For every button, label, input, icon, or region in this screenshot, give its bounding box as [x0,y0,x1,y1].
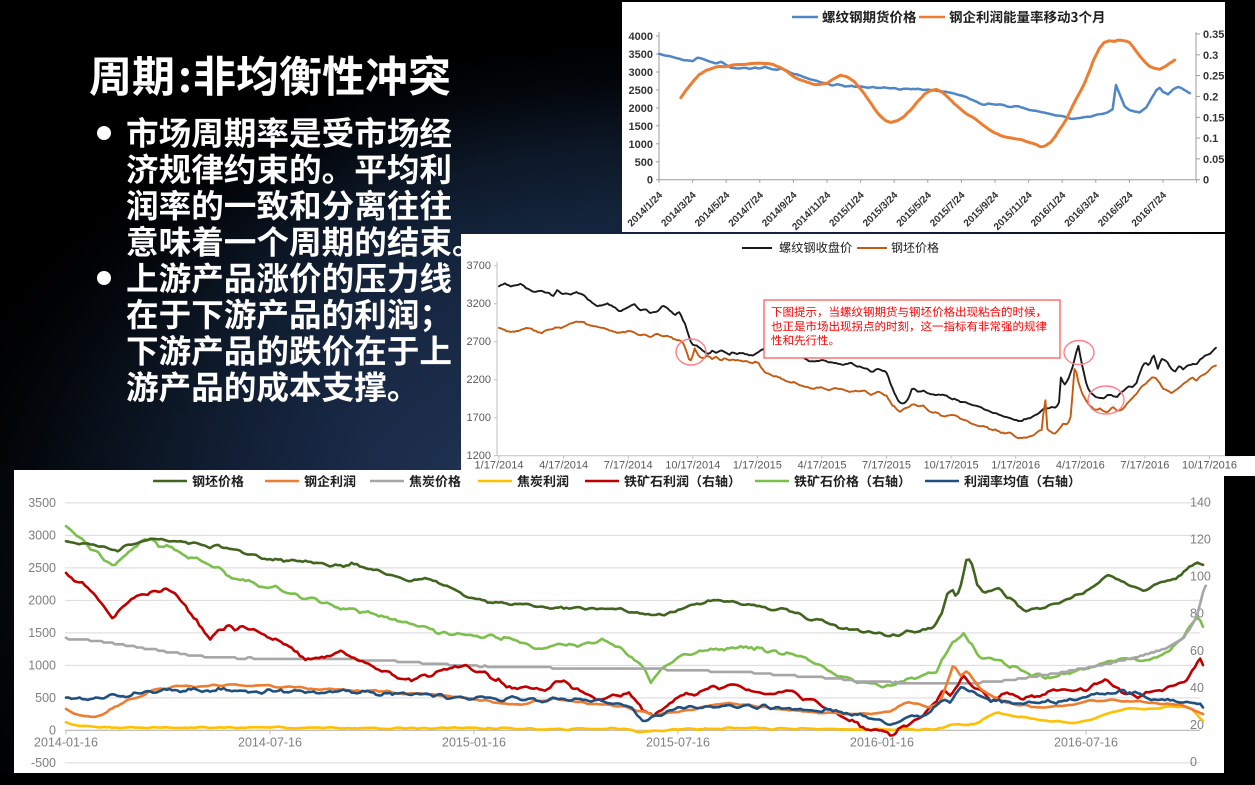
svg-text:2000: 2000 [629,103,653,115]
svg-text:0.25: 0.25 [1203,71,1224,83]
svg-text:4/17/2014: 4/17/2014 [539,460,588,472]
svg-text:4/17/2015: 4/17/2015 [798,460,847,472]
svg-text:2016-07-16: 2016-07-16 [1054,735,1118,749]
svg-text:2015-01-16: 2015-01-16 [442,735,506,749]
svg-text:10/17/2016: 10/17/2016 [1182,460,1237,472]
svg-text:500: 500 [35,691,56,705]
svg-text:1000: 1000 [28,658,56,672]
svg-text:3200: 3200 [467,298,491,310]
svg-text:2016/3/24: 2016/3/24 [1063,190,1103,230]
svg-text:2500: 2500 [629,85,653,97]
svg-text:-500: -500 [31,756,56,770]
svg-text:2700: 2700 [467,336,491,348]
svg-text:1200: 1200 [467,450,491,462]
svg-text:0.2: 0.2 [1203,91,1218,103]
svg-text:2014/3/24: 2014/3/24 [659,190,699,230]
svg-text:3000: 3000 [28,528,56,542]
svg-text:1/17/2016: 1/17/2016 [991,460,1040,472]
svg-text:4/17/2016: 4/17/2016 [1056,460,1105,472]
svg-text:10/17/2015: 10/17/2015 [924,460,979,472]
svg-text:2014/7/24: 2014/7/24 [727,190,767,230]
svg-text:0.1: 0.1 [1203,133,1218,145]
svg-text:4000: 4000 [629,31,653,43]
svg-text:0: 0 [49,723,56,737]
svg-text:1/17/2014: 1/17/2014 [475,460,524,472]
svg-text:2014/1/24: 2014/1/24 [626,190,666,230]
svg-text:0.35: 0.35 [1203,29,1224,41]
svg-text:0: 0 [1190,755,1197,769]
svg-text:1000: 1000 [629,139,653,151]
svg-text:20: 20 [1190,718,1204,732]
svg-text:120: 120 [1190,533,1211,547]
svg-text:2500: 2500 [28,561,56,575]
svg-text:10/17/2014: 10/17/2014 [665,460,720,472]
svg-text:7/17/2015: 7/17/2015 [862,460,911,472]
svg-text:140: 140 [1190,495,1211,509]
svg-text:2015-07-16: 2015-07-16 [646,735,710,749]
svg-text:2014/5/24: 2014/5/24 [693,190,733,230]
svg-text:2015/5/24: 2015/5/24 [895,190,935,230]
svg-text:2016/5/24: 2016/5/24 [1096,190,1136,230]
svg-text:3500: 3500 [629,49,653,61]
svg-text:2014-01-16: 2014-01-16 [34,735,98,749]
svg-text:1/17/2015: 1/17/2015 [733,460,782,472]
svg-text:7/17/2014: 7/17/2014 [604,460,653,472]
svg-text:2015/1/24: 2015/1/24 [827,190,867,230]
svg-text:2014-07-16: 2014-07-16 [238,735,302,749]
svg-text:0: 0 [1203,175,1209,187]
svg-text:500: 500 [635,157,653,169]
svg-text:2015/7/24: 2015/7/24 [928,190,968,230]
svg-text:0.3: 0.3 [1203,50,1218,62]
svg-text:7/17/2016: 7/17/2016 [1120,460,1169,472]
svg-text:0.05: 0.05 [1203,154,1224,166]
svg-text:2000: 2000 [28,593,56,607]
svg-text:1500: 1500 [28,626,56,640]
svg-text:2016/1/24: 2016/1/24 [1029,190,1069,230]
svg-text:2200: 2200 [467,374,491,386]
svg-text:60: 60 [1190,644,1204,658]
svg-text:0: 0 [647,175,653,187]
svg-text:1700: 1700 [467,412,491,424]
svg-text:100: 100 [1190,570,1211,584]
svg-text:3700: 3700 [467,260,491,272]
svg-text:2016/7/24: 2016/7/24 [1130,190,1170,230]
svg-text:1500: 1500 [629,121,653,133]
svg-text:3000: 3000 [629,67,653,79]
svg-text:2015/3/24: 2015/3/24 [861,190,901,230]
svg-text:40: 40 [1190,681,1204,695]
svg-text:2016-01-16: 2016-01-16 [850,735,914,749]
svg-text:3500: 3500 [28,496,56,510]
svg-text:0.15: 0.15 [1203,112,1224,124]
